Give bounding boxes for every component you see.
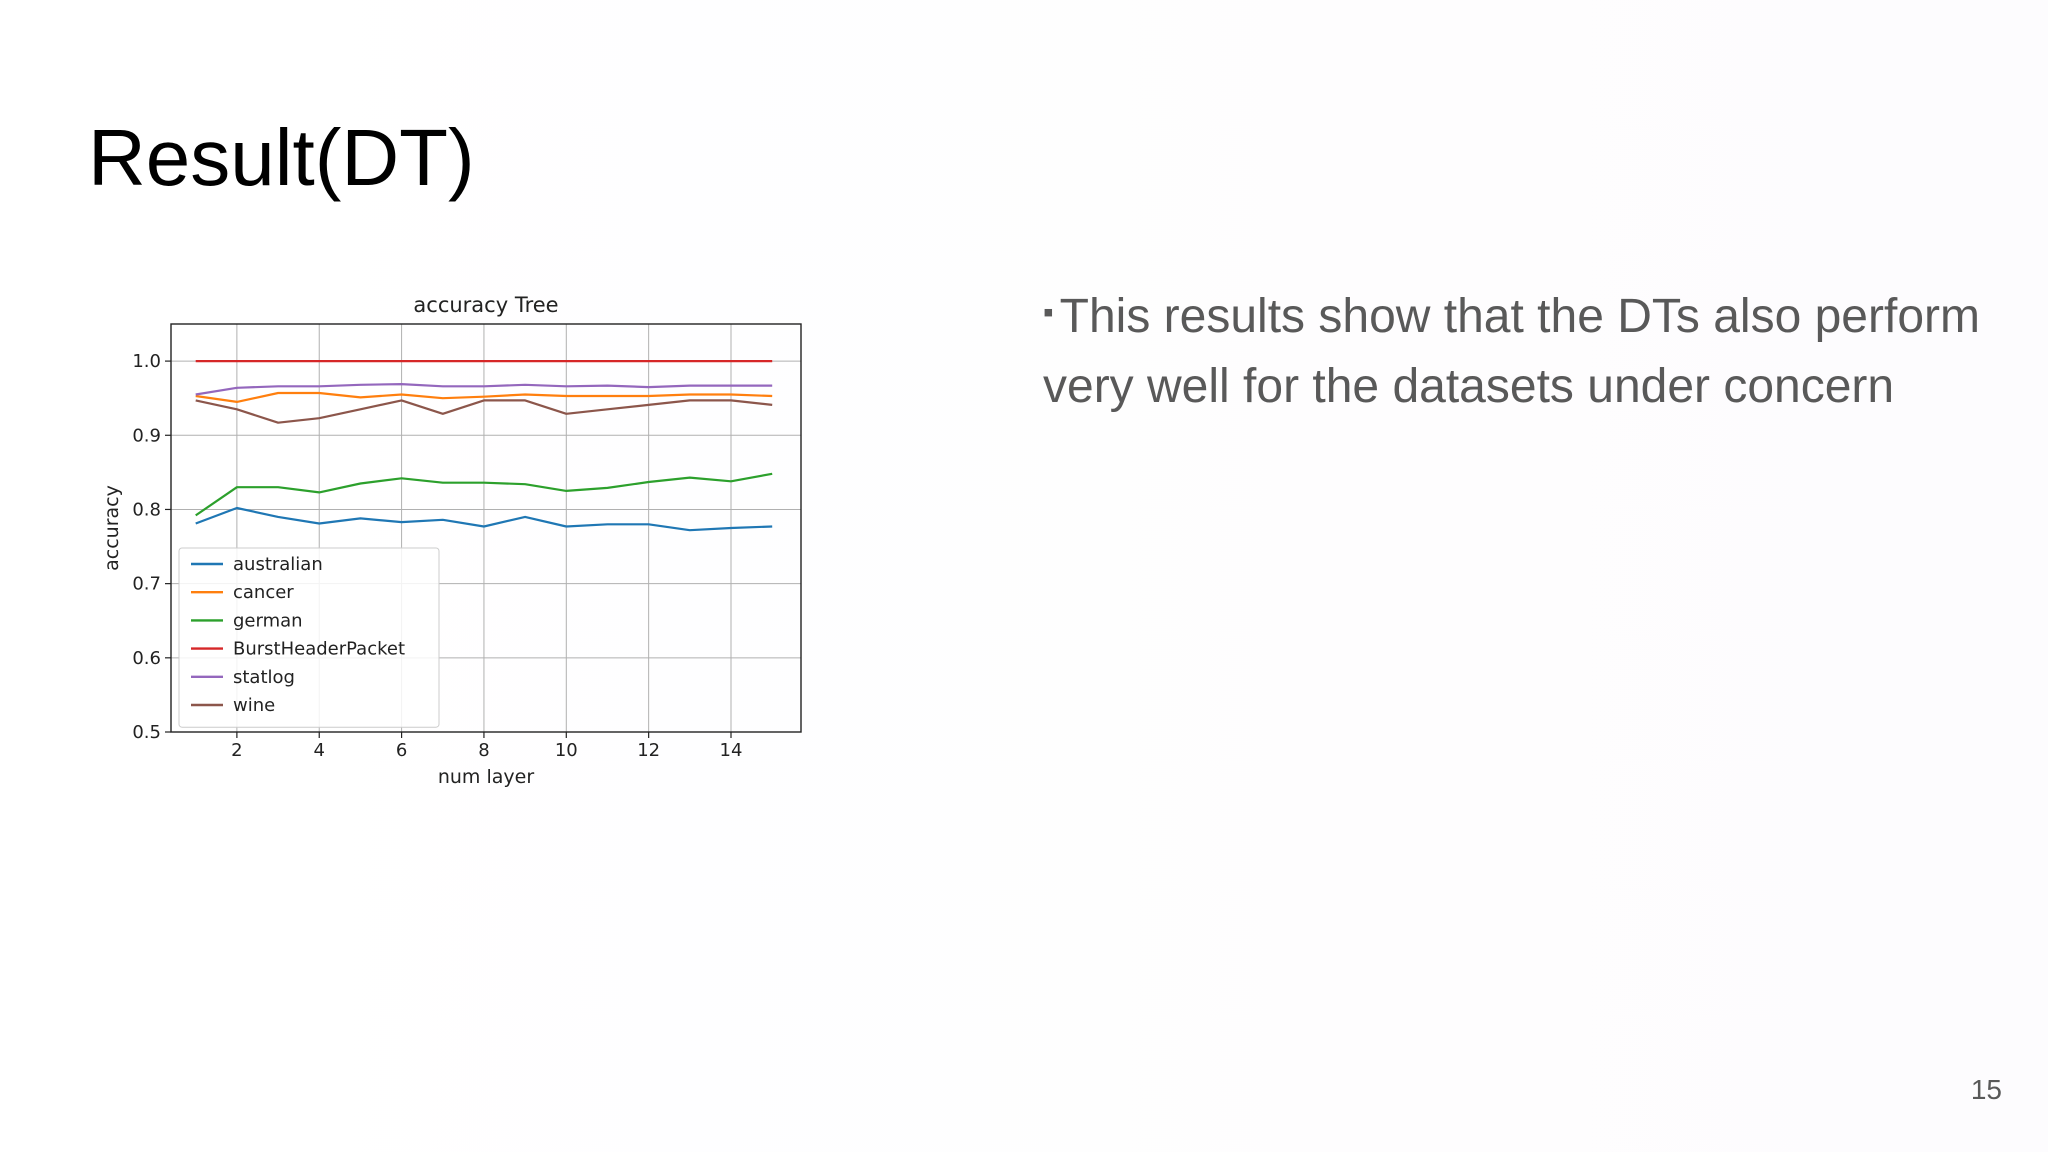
- legend-label-statlog: statlog: [233, 667, 295, 688]
- series-line-german: [195, 472, 773, 517]
- plot-frame: [170, 323, 802, 733]
- legend-label-cancer: cancer: [233, 582, 294, 603]
- x-tick-label: 2: [231, 740, 242, 761]
- x-tick-label: 8: [478, 740, 489, 761]
- chart-title: accuracy Tree: [413, 293, 558, 317]
- x-tick-label: 14: [720, 740, 743, 761]
- series-line-australian: [195, 506, 773, 532]
- legend-label-german: german: [233, 610, 303, 631]
- bullet-marker: ▪: [1043, 296, 1054, 329]
- chart-svg: 2 4 6 8 10 12 14 0.5 0.6 0.7 0.8 0.9 1.0 accuracy Tre…: [101, 293, 802, 788]
- x-axis-label: num layer: [438, 766, 534, 788]
- y-tick-label: 0.8: [132, 499, 161, 520]
- y-axis-label: accuracy: [101, 485, 123, 571]
- x-tick-label: 12: [637, 740, 660, 761]
- x-tick-label: 4: [314, 740, 325, 761]
- y-tick-label: 0.6: [132, 648, 161, 669]
- slide-background: [195, 0, 2048, 1152]
- x-tick-label: 10: [555, 740, 578, 761]
- bullet-text: This results show that the DTs also perf…: [1043, 290, 1980, 413]
- legend-label-burstheaderpacket: BurstHeaderPacket: [233, 639, 405, 660]
- series-line-cancer: [195, 391, 773, 404]
- series-line-wine: [195, 399, 773, 424]
- series-line-statlog: [195, 382, 773, 396]
- y-tick-label: 1.0: [132, 351, 161, 372]
- y-tick-label: 0.5: [132, 722, 161, 743]
- legend-label-wine: wine: [233, 695, 275, 716]
- page-number: 15: [1970, 1074, 2002, 1105]
- legend-label-australian: australian: [233, 554, 323, 575]
- y-tick-label: 0.9: [132, 425, 161, 446]
- slide-title: Result(DT): [88, 113, 475, 202]
- accuracy-chart: 2 4 6 8 10 12 14 0.5 0.6 0.7 0.8 0.9 1.0 accuracy Tre…: [88, 280, 828, 800]
- bullet-point: ▪ This results show that the DTs also per…: [1043, 278, 1983, 422]
- legend-box: [178, 547, 440, 728]
- x-tick-label: 6: [396, 740, 407, 761]
- y-tick-label: 0.7: [132, 574, 161, 595]
